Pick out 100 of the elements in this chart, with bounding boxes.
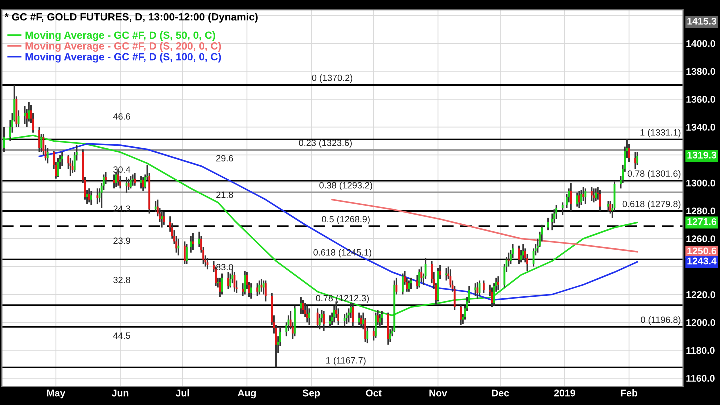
candlestick xyxy=(418,268,420,288)
annotation: 1271.6 xyxy=(688,218,716,226)
ref-line-label: 0.38 (1293.2) xyxy=(320,182,372,191)
annotation: 32.8 xyxy=(114,276,130,284)
x-tick-label: Oct xyxy=(366,390,382,397)
y-tick-label: 1300.0 xyxy=(686,180,716,187)
candlestick xyxy=(118,168,120,187)
x-tick-label: Aug xyxy=(238,390,256,399)
candlestick xyxy=(360,314,362,328)
candlestick xyxy=(580,189,582,206)
annotation: 23.9 xyxy=(114,238,130,244)
x-tick-label: Nov xyxy=(430,390,448,397)
candlestick xyxy=(593,188,595,204)
candlestick xyxy=(522,244,524,261)
candlestick xyxy=(556,204,558,220)
candlestick xyxy=(576,192,578,208)
candlestick xyxy=(230,273,232,288)
candlestick xyxy=(256,282,259,297)
ref-line-label: 0 (1196.8) xyxy=(641,316,681,325)
annotation: 29.6 xyxy=(216,155,234,162)
x-tick-label: Sep xyxy=(302,390,320,399)
candlestick xyxy=(333,305,336,324)
candlestick xyxy=(161,210,163,229)
y-tick-label: 1360.0 xyxy=(686,96,716,104)
candlestick xyxy=(294,305,296,338)
candlestick xyxy=(552,213,554,232)
x-tick-label: Dec xyxy=(492,390,510,397)
candlestick xyxy=(578,190,580,209)
candlestick xyxy=(128,178,130,191)
ref-line-label: 0.78 (1301.6) xyxy=(628,170,681,179)
candlestick xyxy=(186,244,188,265)
annotation: 1415.3 xyxy=(688,18,716,25)
y-tick-label: 1180.0 xyxy=(686,347,715,354)
candlestick xyxy=(610,200,612,215)
candlestick xyxy=(130,175,132,190)
candlestick xyxy=(178,238,180,256)
annotation: 83.0 xyxy=(216,264,234,271)
candlestick xyxy=(115,171,118,188)
candlestick xyxy=(634,152,636,170)
candlestick xyxy=(134,172,136,187)
ref-line-label: 0.78 (1212.3) xyxy=(316,294,370,304)
candlestick xyxy=(352,302,354,328)
candlestick xyxy=(96,188,99,205)
y-tick-label: 1380.0 xyxy=(686,68,716,76)
annotation: 1250.6 xyxy=(688,248,716,255)
candlestick xyxy=(250,282,252,300)
candlestick xyxy=(482,280,485,294)
candlestick xyxy=(408,280,410,293)
candlestick xyxy=(323,310,325,332)
y-tick-label: 1400.0 xyxy=(686,40,716,48)
candlestick xyxy=(636,152,639,166)
legend-label: Moving Average - GC #F, D (S, 100, 0, C) xyxy=(26,53,222,63)
ref-line-label: 0.5 (1268.9) xyxy=(322,216,370,224)
candlestick xyxy=(132,174,134,187)
candlestick xyxy=(308,308,310,326)
candlestick xyxy=(402,273,404,296)
candlestick xyxy=(142,176,144,192)
candlestick xyxy=(163,212,166,226)
candlestick xyxy=(190,235,192,254)
y-tick-label: 1200.0 xyxy=(686,319,716,326)
x-tick-label: Jul xyxy=(176,390,190,397)
candlestick xyxy=(228,272,230,290)
candlestick xyxy=(590,186,593,202)
candlestick xyxy=(595,188,597,202)
candlestick xyxy=(244,270,246,296)
candlestick xyxy=(184,240,186,265)
candlestick xyxy=(264,280,267,302)
candlestick xyxy=(460,304,462,326)
annotation: 1319.3 xyxy=(688,152,716,159)
candlestick xyxy=(608,200,610,214)
y-tick-label: 1340.0 xyxy=(686,124,716,131)
annotation: 44.5 xyxy=(113,332,130,340)
y-tick-label: 1280.0 xyxy=(686,208,716,215)
candlestick xyxy=(24,106,26,126)
x-tick-label: Jun xyxy=(112,390,129,397)
candlestick xyxy=(474,282,477,297)
ref-line-label: 0.618 (1279.8) xyxy=(622,200,681,210)
legend-label: Moving Average - GC #F, D (S, 200, 0, C) xyxy=(26,42,222,52)
ref-line-label: 0.23 (1323.6) xyxy=(299,140,352,148)
candlestick xyxy=(258,280,261,296)
x-tick-label: Feb xyxy=(621,390,638,397)
ref-line-label: 1 (1167.7) xyxy=(326,357,366,366)
candlestick xyxy=(584,188,587,205)
candlestick xyxy=(61,152,64,168)
candlestick xyxy=(498,276,500,292)
candlestick xyxy=(38,126,40,154)
candlestick xyxy=(358,312,360,326)
candlestick xyxy=(88,188,90,204)
candlestick xyxy=(582,186,585,202)
candlestick xyxy=(562,202,564,216)
x-tick-label: 2019 xyxy=(554,390,576,397)
annotation: 21.8 xyxy=(216,192,234,198)
y-tick-label: 1220.0 xyxy=(686,291,716,298)
x-tick-label: May xyxy=(47,390,66,399)
candlestick xyxy=(46,147,49,164)
y-tick-label: 1260.0 xyxy=(686,236,716,243)
ref-line-label: 1 (1331.1) xyxy=(640,129,681,138)
annotation: 46.6 xyxy=(113,114,130,120)
annotation: 1243.4 xyxy=(688,258,717,265)
candlestick xyxy=(154,200,157,214)
